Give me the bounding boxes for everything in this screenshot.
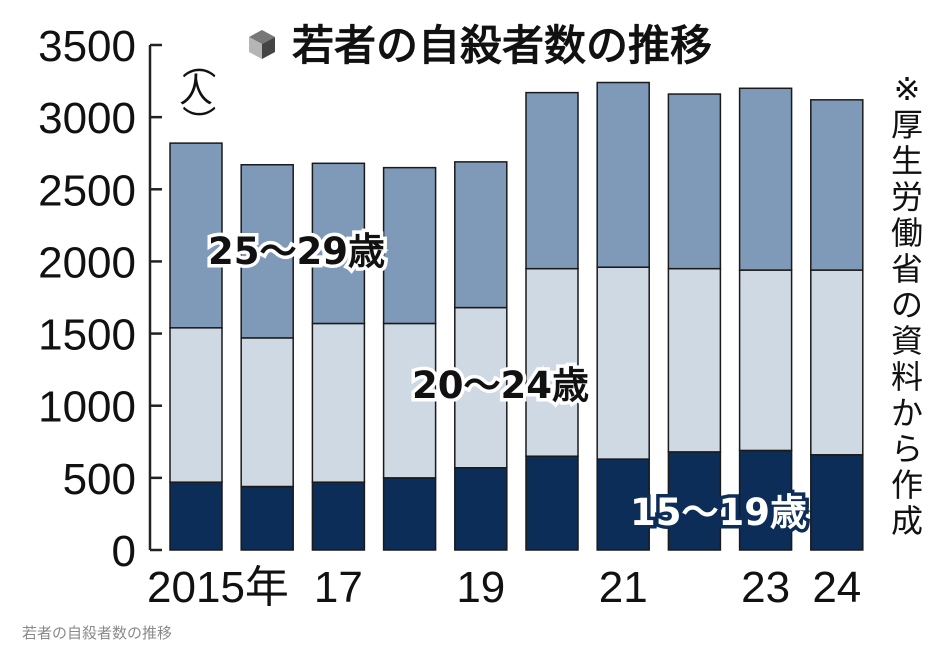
x-tick-label: 2015年 [147,563,289,612]
bar-segment-2-2018 [382,166,437,325]
bar-segment-1-2016 [240,337,294,488]
y-tick-label: 1000 [38,383,136,432]
bar-segment-1-2022 [667,267,722,453]
source-note-char: か [891,394,923,432]
y-unit-label: （人） [177,45,217,139]
x-tick-label: 23 [741,563,790,612]
y-unit-char: 人 [179,71,213,111]
bar-segment-1-2021 [596,266,650,460]
x-tick-label: 17 [314,563,363,612]
series-label-25-29: 25～29歳 [208,230,385,273]
bar-segment-2-2024 [810,99,864,271]
series-label-20-24: 20～24歳 [412,364,589,407]
y-tick-label: 1500 [38,311,136,360]
y-unit-char: ） [177,105,217,139]
bar-segment-2-2021 [596,81,650,268]
source-note-char: 資 [891,322,923,360]
source-note-char: 成 [891,502,923,540]
x-tick-label: 21 [599,563,648,612]
bar-segment-0-2016 [240,485,294,551]
cube-icon [249,30,275,59]
source-note-char: ※ [894,70,921,108]
source-note-char: ら [891,430,923,468]
bar-segment-2-2023 [738,87,793,271]
y-tick-label: 500 [63,455,136,504]
source-note-char: の [891,286,923,324]
bar-segment-2-2019 [454,161,508,309]
bar-segment-0-2015 [169,481,223,551]
source-note-char: 料 [891,358,923,396]
y-tick-label: 0 [112,527,136,576]
bar-segment-0-2017 [311,481,366,551]
x-tick-label: 24 [812,563,861,612]
source-note-char: 厚 [891,106,923,144]
bar-segment-2-2020 [525,91,579,270]
source-note-char: 省 [891,250,923,288]
y-unit-char: （ [177,45,217,79]
source-note-char: 働 [891,214,923,252]
bar-segment-1-2017 [311,322,366,483]
series-label-15-19: 15～19歳 [630,491,807,534]
x-tick-label: 19 [456,563,505,612]
source-note-char: 作 [891,466,923,504]
bar-segment-2-2015 [169,142,223,329]
x-axis-labels: 2015年 17 19 21 23 24 [147,563,861,612]
bar-segment-0-2020 [525,455,579,551]
bar-segment-0-2019 [454,467,508,551]
bar-segment-2-2022 [667,93,722,270]
bar-segment-1-2024 [810,269,864,456]
source-note-char: 生 [891,142,923,180]
y-tick-label: 2000 [38,238,136,287]
source-note-char: 労 [891,178,923,216]
y-tick-label: 3500 [38,22,136,71]
bar-segment-1-2019 [454,306,508,469]
bar-segment-1-2015 [169,327,223,483]
bar-segment-0-2024 [810,454,864,551]
bar-segment-0-2018 [382,477,437,551]
bar-segment-2-2016 [240,164,294,339]
y-axis-ticks: 0 500 1000 1500 2000 2500 3000 3500 [38,22,162,576]
bar-segment-2-2017 [311,162,366,325]
y-tick-label: 3000 [38,94,136,143]
bar-segment-1-2018 [382,322,437,479]
chart-title: 若者の自殺者数の推移 [292,21,712,70]
caption: 若者の自殺者数の推移 [22,624,173,642]
bars [169,81,864,551]
y-tick-label: 2500 [38,166,136,215]
bar-segment-1-2020 [525,267,579,457]
bar-segment-1-2023 [738,269,793,452]
bar-segment-0-2023 [738,449,793,551]
